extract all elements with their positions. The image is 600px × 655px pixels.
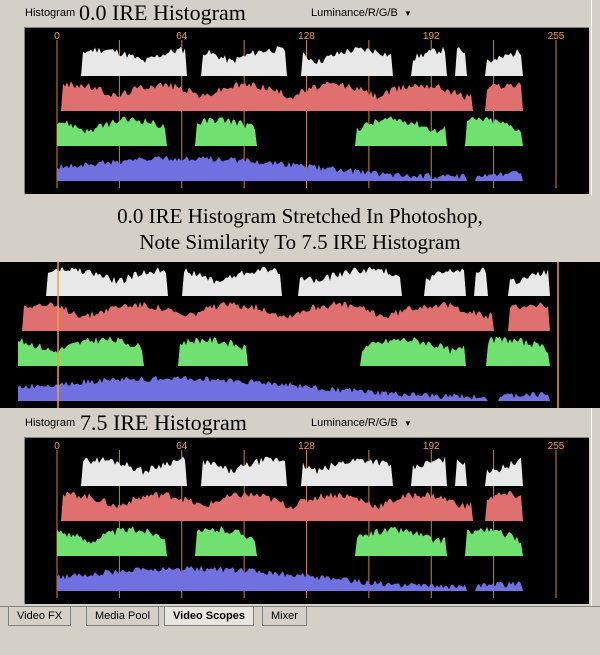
tick-label-0: 0	[54, 441, 60, 452]
tab-label: Video Scopes	[173, 610, 245, 622]
histogram-b	[57, 565, 556, 591]
top-scrollbar-strip	[591, 0, 600, 196]
top-channel-select-value: Luminance/R/G/B	[311, 7, 398, 19]
tab-label: Mixer	[271, 610, 298, 622]
tab-label: Media Pool	[95, 610, 151, 622]
tab-label: Video FX	[17, 610, 63, 622]
bottom-section-label: Histogram	[25, 417, 76, 429]
histogram-luminance	[18, 266, 590, 296]
tick-label-128: 128	[298, 31, 315, 42]
chevron-down-icon: ▼	[403, 9, 412, 18]
bottom-channel-select-value: Luminance/R/G/B	[311, 417, 398, 429]
caption: 0.0 IRE Histogram Stretched In Photoshop…	[0, 196, 600, 262]
bottom-scrollbar-strip	[591, 408, 600, 606]
caption-line2: Note Similarity To 7.5 IRE Histogram	[139, 230, 461, 254]
top-scope-panel: Histogram 0.0 IRE Histogram Luminance/R/…	[0, 0, 600, 196]
chevron-down-icon: ▼	[403, 419, 412, 428]
bottom-title: 7.5 IRE Histogram	[80, 410, 247, 435]
histogram-b	[57, 156, 556, 181]
histogram-g	[18, 336, 590, 366]
top-section-label: Histogram	[25, 7, 76, 19]
histogram-b	[18, 375, 590, 401]
tick-label-255: 255	[548, 31, 565, 42]
top-title: 0.0 IRE Histogram	[79, 0, 246, 25]
tick-label-64: 64	[176, 441, 188, 452]
tab-video-scopes[interactable]: Video Scopes	[164, 607, 254, 626]
tick-label-255: 255	[548, 441, 565, 452]
top-channel-select[interactable]: Luminance/R/G/B ▼	[311, 7, 412, 19]
histogram-r	[57, 491, 556, 521]
tick-label-192: 192	[423, 31, 440, 42]
tick-label-64: 64	[176, 31, 188, 42]
histogram-r	[57, 81, 556, 111]
histogram-r	[18, 301, 590, 331]
bottom-histogram-scope: 0 64 128 192 255	[24, 437, 589, 604]
stretched-histogram	[0, 262, 600, 408]
bottom-channel-select[interactable]: Luminance/R/G/B ▼	[311, 417, 412, 429]
bottom-histogram-svg: 0 64 128 192 255	[54, 441, 565, 598]
bottom-scope-panel: Histogram 7.5 IRE Histogram Luminance/R/…	[0, 408, 600, 606]
histogram-luminance	[57, 456, 556, 486]
tick-label-192: 192	[423, 441, 440, 452]
histogram-g	[57, 116, 556, 146]
caption-line1: 0.0 IRE Histogram Stretched In Photoshop…	[117, 204, 483, 228]
histogram-g	[57, 526, 556, 556]
tick-label-0: 0	[54, 31, 60, 42]
tick-label-128: 128	[298, 441, 315, 452]
tab-mixer[interactable]: Mixer	[262, 607, 307, 626]
top-histogram-svg: 0 64 128 192 255	[54, 31, 565, 188]
tab-media-pool[interactable]: Media Pool	[86, 607, 160, 626]
dock-tab-bar: Video FX Media Pool Video Scopes Mixer	[0, 606, 600, 655]
tab-video-fx[interactable]: Video FX	[8, 607, 72, 626]
top-histogram-scope: 0 64 128 192 255	[24, 27, 589, 194]
stretched-histogram-svg	[18, 262, 590, 408]
histogram-luminance	[57, 46, 556, 76]
